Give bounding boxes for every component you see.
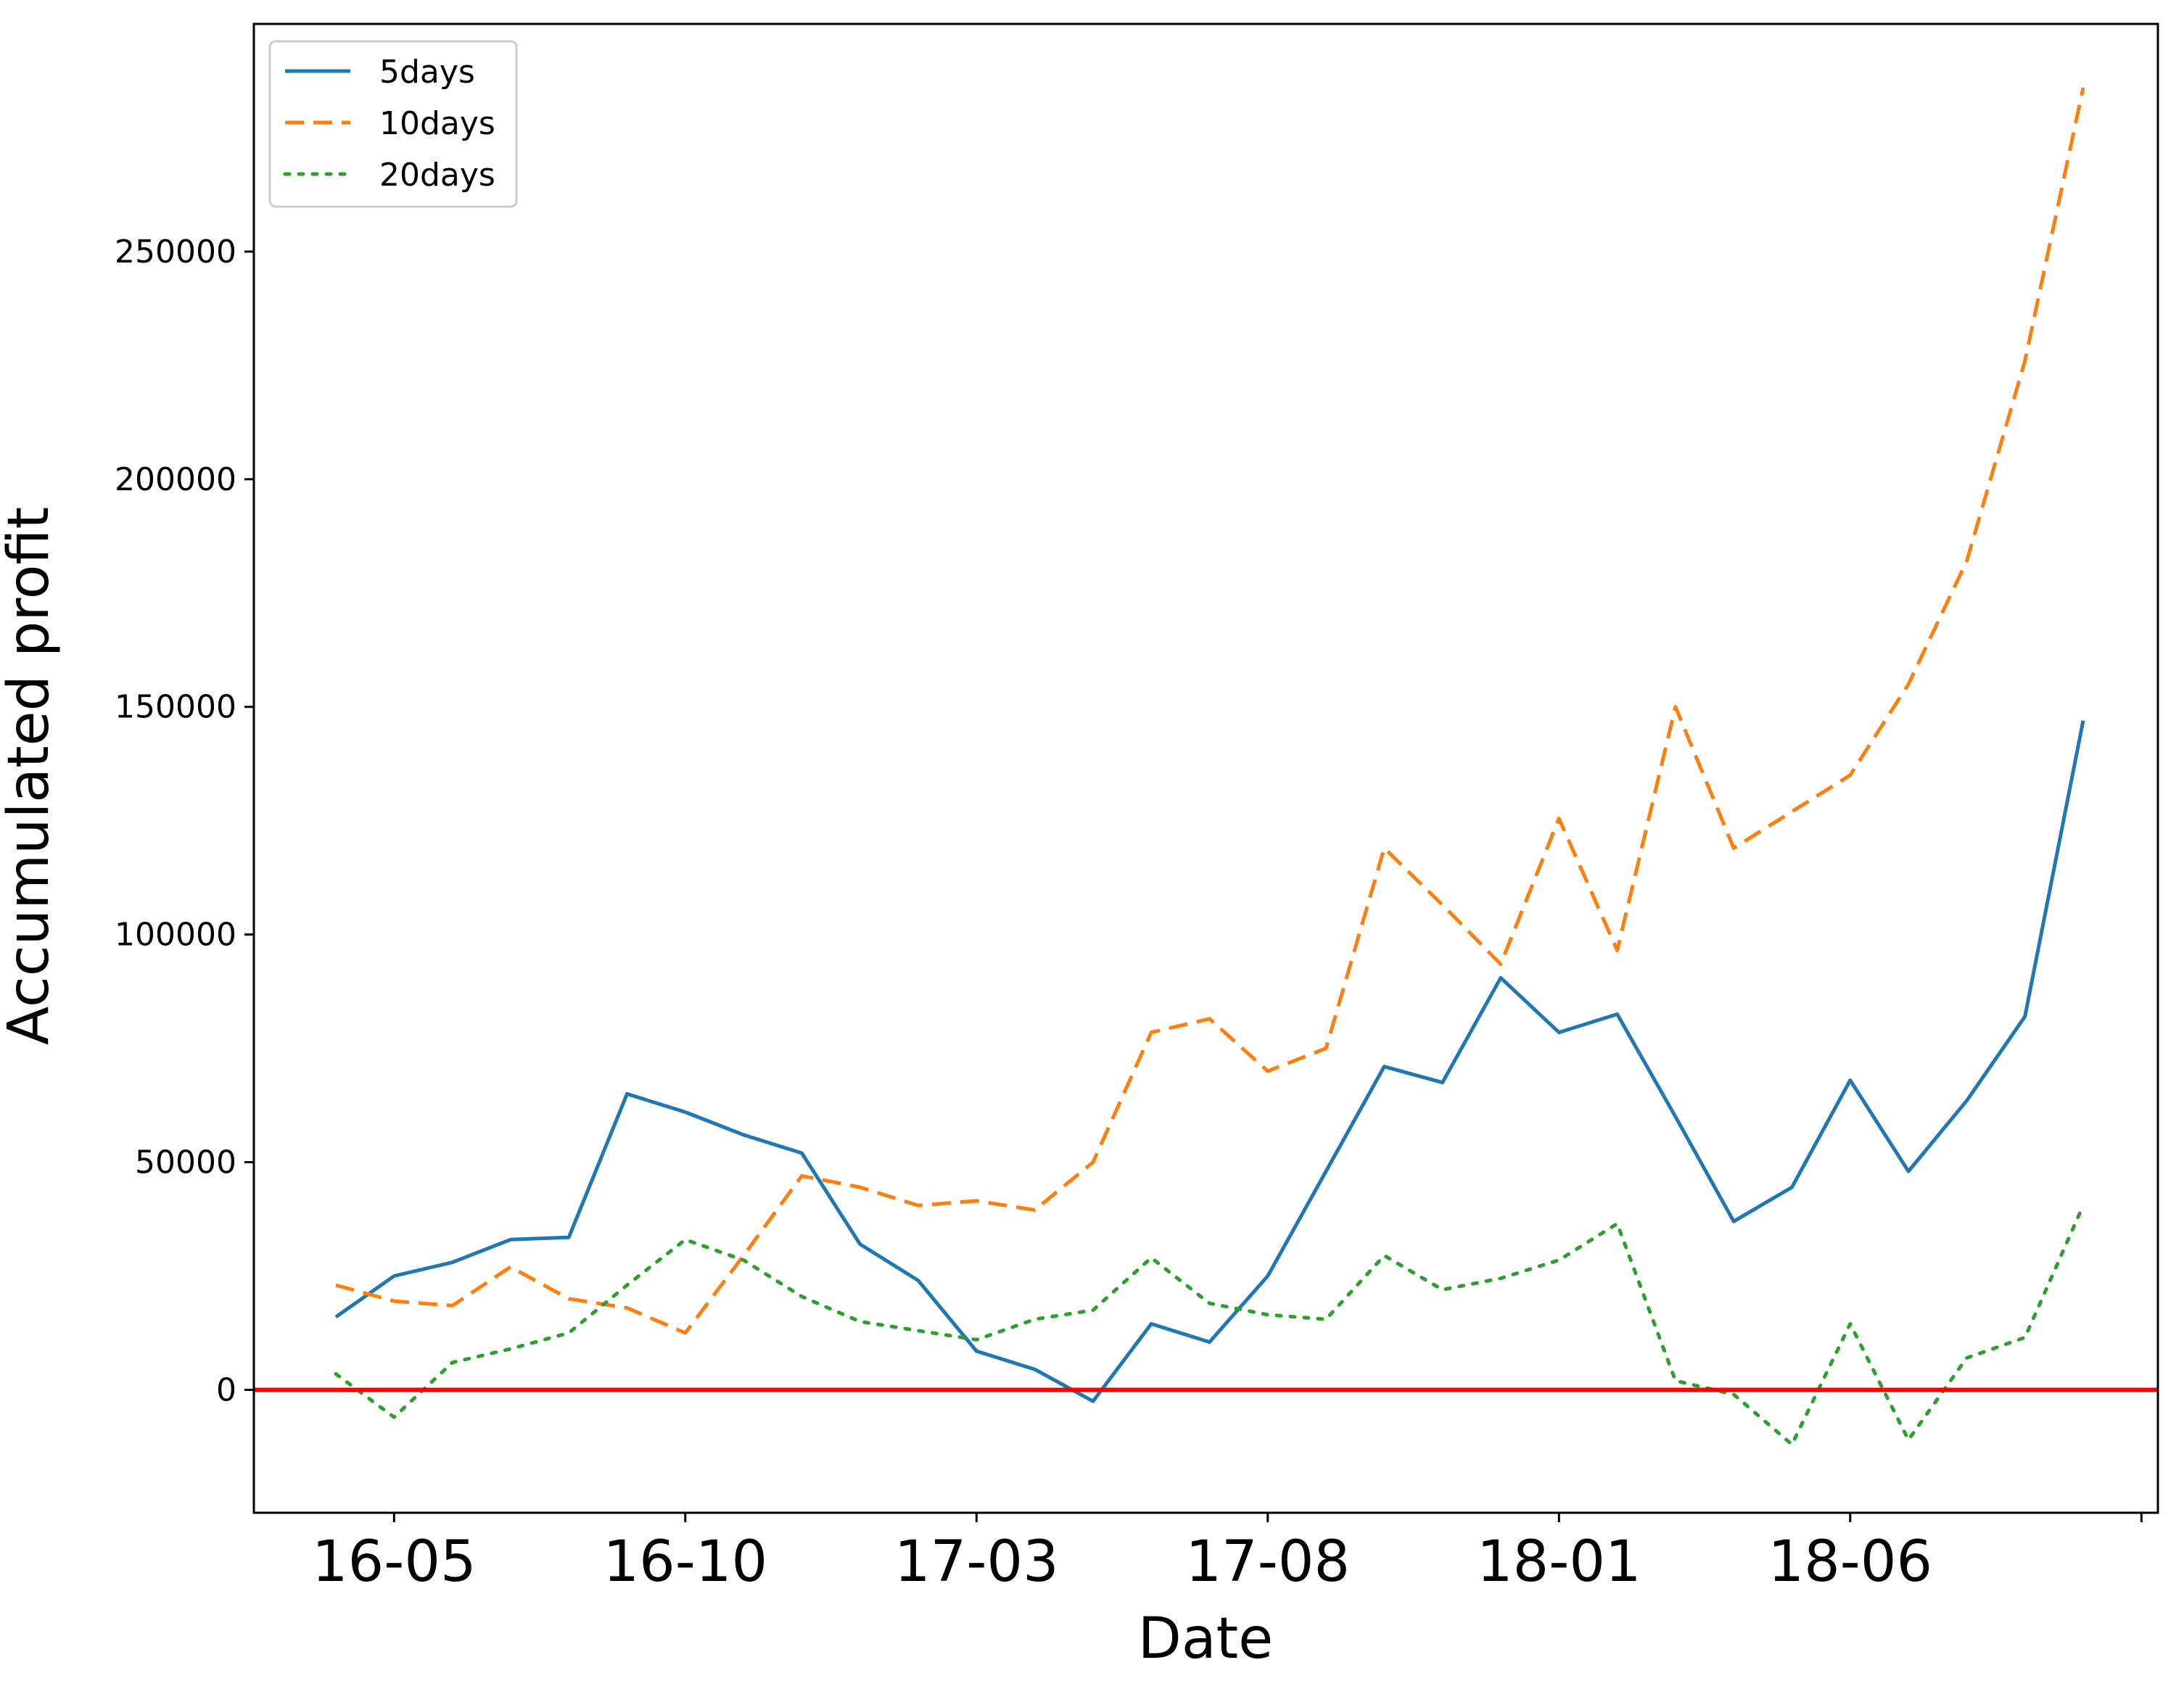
- x-tick-label: 16-10: [603, 1529, 767, 1595]
- series-line-10days: [335, 87, 2085, 1335]
- x-axis-label: Date: [1138, 1606, 1273, 1672]
- y-tick-label: 100000: [115, 917, 236, 954]
- y-tick-label: 200000: [115, 461, 236, 498]
- plot-frame: [252, 22, 2159, 1514]
- x-tick-label: 16-05: [312, 1529, 477, 1595]
- y-tick-label: 250000: [115, 234, 236, 271]
- y-tick-label: 150000: [115, 689, 236, 726]
- legend: 5days 10days 20days: [268, 40, 518, 208]
- x-axis: 16-05 16-10 17-03 17-08 18-01 18-06: [312, 1513, 2143, 1595]
- x-tick-label: 18-01: [1477, 1529, 1641, 1595]
- y-axis-label: Accumulated profit: [0, 507, 62, 1045]
- series-line-20days: [334, 1203, 2085, 1447]
- x-tick-label: 18-06: [1768, 1529, 1932, 1595]
- legend-label-20days: 20days: [379, 157, 495, 194]
- legend-box: [268, 40, 518, 208]
- y-tick-label: 50000: [135, 1144, 236, 1181]
- y-axis: 0 50000 100000 150000 200000 250000: [115, 234, 254, 1408]
- y-tick-label: 0: [216, 1371, 236, 1408]
- legend-label-10days: 10days: [379, 105, 495, 142]
- x-tick-label: 17-03: [894, 1529, 1059, 1595]
- series-line-5days: [334, 720, 2085, 1403]
- legend-label-5days: 5days: [379, 54, 475, 91]
- x-tick-label: 17-08: [1185, 1529, 1350, 1595]
- series-lines: [254, 87, 2158, 1447]
